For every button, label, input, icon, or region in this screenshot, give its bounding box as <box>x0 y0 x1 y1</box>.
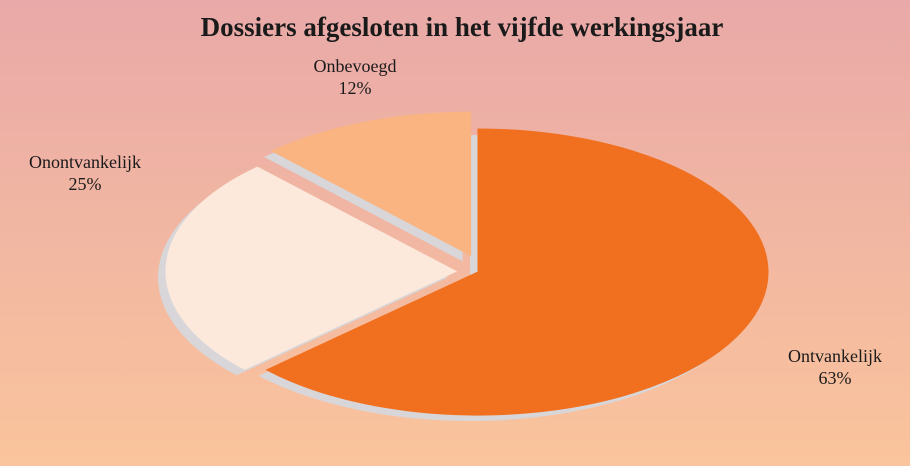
pie-slice <box>265 128 769 416</box>
chart-title: Dossiers afgesloten in het vijfde werkin… <box>201 12 724 42</box>
slice-value-label: 25% <box>69 174 102 194</box>
slice-value-label: 12% <box>339 78 372 98</box>
pie-slice <box>270 111 472 257</box>
slice-label: Ontvankelijk <box>788 346 882 366</box>
slice-value-label: 63% <box>819 368 852 388</box>
slice-label: Onontvankelijk <box>29 152 141 172</box>
pie-slice <box>165 166 458 370</box>
slice-label: Onbevoegd <box>314 56 397 76</box>
